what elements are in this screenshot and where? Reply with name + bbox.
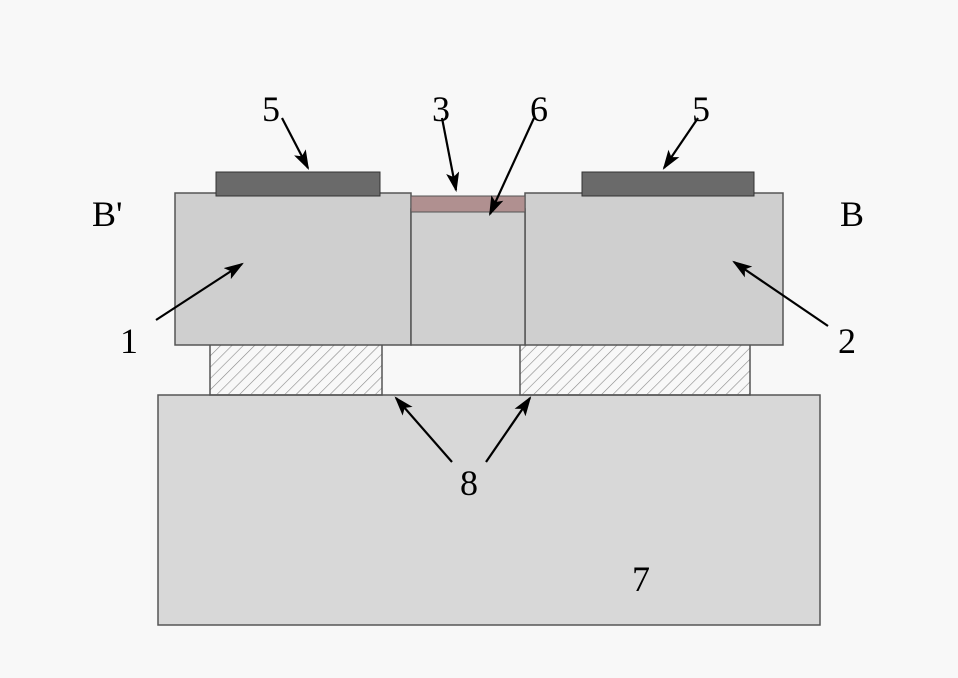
label-b-prime: B' [92, 193, 123, 235]
top-strip-left-region-5 [216, 172, 380, 196]
label-2: 2 [838, 320, 856, 362]
support-left-region-8 [210, 340, 382, 395]
arrow-5-left [282, 118, 308, 168]
center-block-region-6 [411, 209, 525, 345]
label-5-left: 5 [262, 88, 280, 130]
label-6: 6 [530, 88, 548, 130]
label-7: 7 [632, 558, 650, 600]
label-8: 8 [460, 462, 478, 504]
label-3: 3 [432, 88, 450, 130]
block-left-region-1 [175, 193, 411, 345]
label-5-right: 5 [692, 88, 710, 130]
label-b: B [840, 193, 864, 235]
substrate-region-7 [158, 395, 820, 625]
gate-strip-region-3 [411, 196, 525, 212]
support-right-region-8 [520, 340, 750, 395]
label-1: 1 [120, 320, 138, 362]
top-strip-right-region-5 [582, 172, 754, 196]
